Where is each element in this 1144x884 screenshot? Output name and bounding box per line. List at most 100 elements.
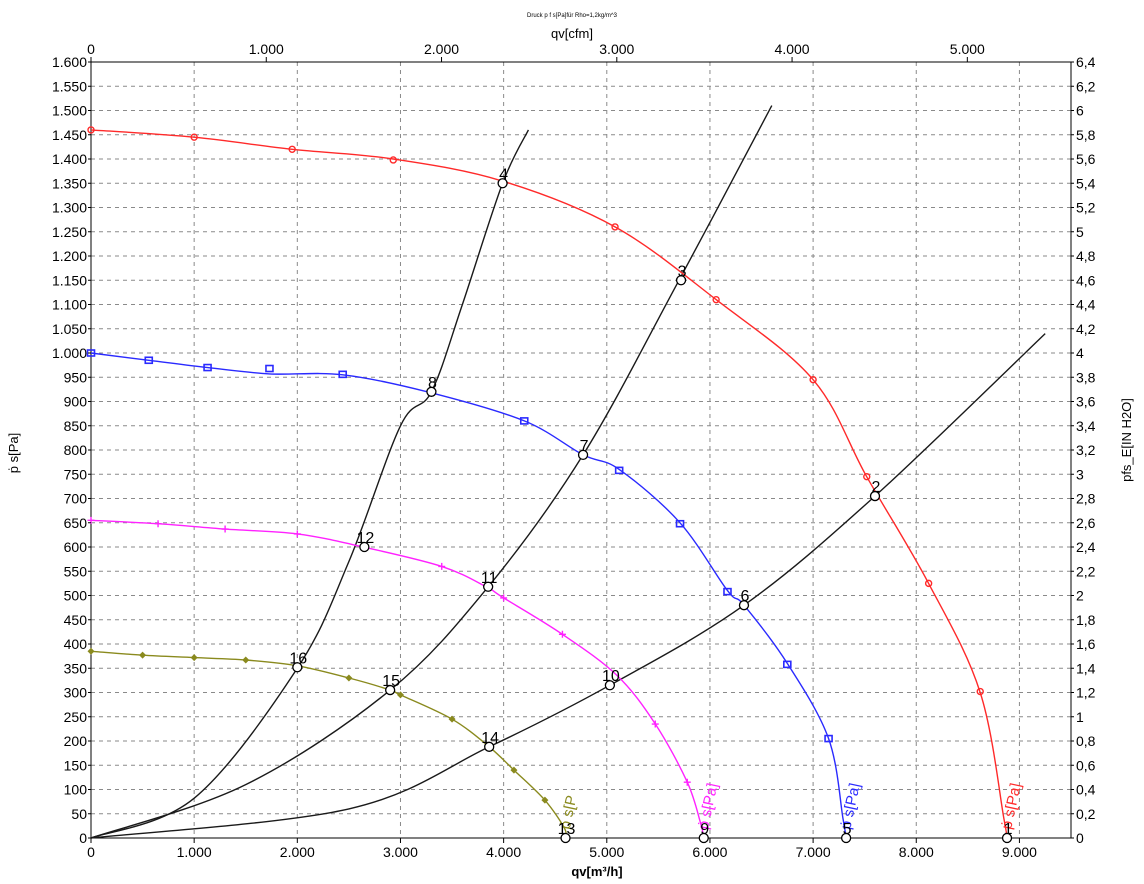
y2-tick-label: 0,8 <box>1076 733 1096 749</box>
y-tick-label: 400 <box>64 636 88 652</box>
fan-curve <box>90 352 847 839</box>
x-axis-label: qv[m³/h] <box>571 864 622 879</box>
operating-point-label: 8 <box>428 375 437 392</box>
curve-marker <box>976 687 984 696</box>
curve-marker <box>389 156 397 164</box>
x-tick-label: 7.000 <box>796 844 831 860</box>
x2-tick-label: 1.000 <box>249 41 284 57</box>
x2-tick-label: 4.000 <box>775 41 810 57</box>
x-tick-label: 1.000 <box>177 844 212 860</box>
y-tick-label: 850 <box>64 418 88 434</box>
curve-marker <box>541 796 549 804</box>
y2-tick-label: 2,2 <box>1076 563 1096 579</box>
y-tick-label: 1.400 <box>52 151 87 167</box>
operating-point <box>483 581 494 592</box>
curve-marker <box>293 530 301 538</box>
x-tick-label: 4.000 <box>486 844 521 860</box>
operating-point <box>484 741 495 752</box>
y-tick-label: 550 <box>64 563 88 579</box>
curve-marker <box>809 375 817 384</box>
y-tick-label: 100 <box>64 782 88 798</box>
system-curve <box>90 333 1046 839</box>
curve-marker <box>203 363 212 372</box>
x-tick-label: 5.000 <box>589 844 624 860</box>
y2-tick-label: 3,4 <box>1076 418 1096 434</box>
curve-marker <box>144 356 154 365</box>
curve-marker <box>683 778 691 786</box>
curve-marker <box>723 587 732 596</box>
operating-point-label: 16 <box>289 650 307 667</box>
y-tick-label: 600 <box>64 539 88 555</box>
x-tick-label: 2.000 <box>280 844 315 860</box>
x2-tick-label: 2.000 <box>424 41 459 57</box>
y-tick-label: 350 <box>64 660 88 676</box>
y-tick-label: 250 <box>64 709 88 725</box>
y2-tick-label: 6,2 <box>1076 78 1096 94</box>
y-tick-label: 750 <box>64 466 88 482</box>
curve-marker <box>500 594 508 602</box>
operating-point-label: 10 <box>602 668 620 685</box>
y-tick-label: 800 <box>64 442 88 458</box>
operating-point <box>577 449 589 461</box>
operating-point <box>840 832 852 844</box>
curve-marker <box>863 472 871 481</box>
curve-marker <box>824 734 833 743</box>
curve-marker <box>190 654 198 662</box>
y-tick-label: 650 <box>64 515 88 531</box>
operating-point <box>385 684 396 696</box>
curve-marker <box>338 370 348 379</box>
y-tick-label: 0 <box>79 830 87 846</box>
curve-marker <box>154 520 162 528</box>
y-tick-label: 950 <box>64 369 88 385</box>
curve-marker <box>242 656 250 664</box>
y-tick-label: 1.250 <box>52 224 87 240</box>
curve-layer: ṗ s[Pa]ṗ s[Pa]ṗ s[Pa]ṗ s[P <box>90 105 1046 839</box>
y-tick-label: 1.100 <box>52 297 87 313</box>
system-curve <box>90 129 530 839</box>
y2-tick-label: 4,6 <box>1076 272 1096 288</box>
y2-tick-label: 1,8 <box>1076 612 1096 628</box>
y2-tick-label: 4 <box>1076 345 1084 361</box>
y2-tick-label: 2 <box>1076 588 1084 604</box>
y-tick-label: 1.550 <box>52 78 87 94</box>
curve-marker <box>87 126 95 134</box>
curve-marker <box>519 417 529 425</box>
operating-point-label: 15 <box>382 673 400 690</box>
operating-point <box>675 275 687 286</box>
y2-tick-label: 2,6 <box>1076 515 1096 531</box>
operating-point <box>1001 832 1013 844</box>
curve-marker <box>651 720 659 728</box>
x2-tick-label: 3.000 <box>599 41 634 57</box>
x-tick-label: 0 <box>87 844 95 860</box>
operating-point <box>560 832 571 844</box>
curve-marker <box>924 579 933 588</box>
operating-point-label: 7 <box>580 438 589 455</box>
curve-marker <box>288 145 296 154</box>
y-tick-label: 1.500 <box>52 103 87 119</box>
operating-point-label: 1 <box>1004 821 1013 838</box>
y2-tick-label: 5,2 <box>1076 200 1096 216</box>
operating-point <box>359 541 370 553</box>
y-tick-label: 1.350 <box>52 175 87 191</box>
y2-tick-label: 1,6 <box>1076 636 1096 652</box>
curve-marker <box>611 223 619 231</box>
y2-tick-label: 3,6 <box>1076 394 1096 410</box>
operating-point-label: 5 <box>843 821 852 838</box>
operating-point-label: 11 <box>481 570 498 587</box>
curve-marker <box>87 647 95 655</box>
operating-point-label: 3 <box>678 263 687 280</box>
curve-marker <box>438 562 446 570</box>
y2-tick-label: 6,4 <box>1076 54 1096 70</box>
system-curve <box>90 105 773 839</box>
x-tick-label: 9.000 <box>1002 844 1037 860</box>
operating-point <box>604 680 616 691</box>
y2-tick-label: 5 <box>1076 224 1084 240</box>
curve-marker <box>558 630 566 638</box>
curve-marker <box>86 349 96 357</box>
y2-tick-label: 5,8 <box>1076 127 1096 143</box>
y2-tick-label: 0 <box>1076 830 1084 846</box>
curve-marker <box>510 766 518 774</box>
operating-point-label: 4 <box>499 166 508 183</box>
operating-point <box>426 386 437 397</box>
